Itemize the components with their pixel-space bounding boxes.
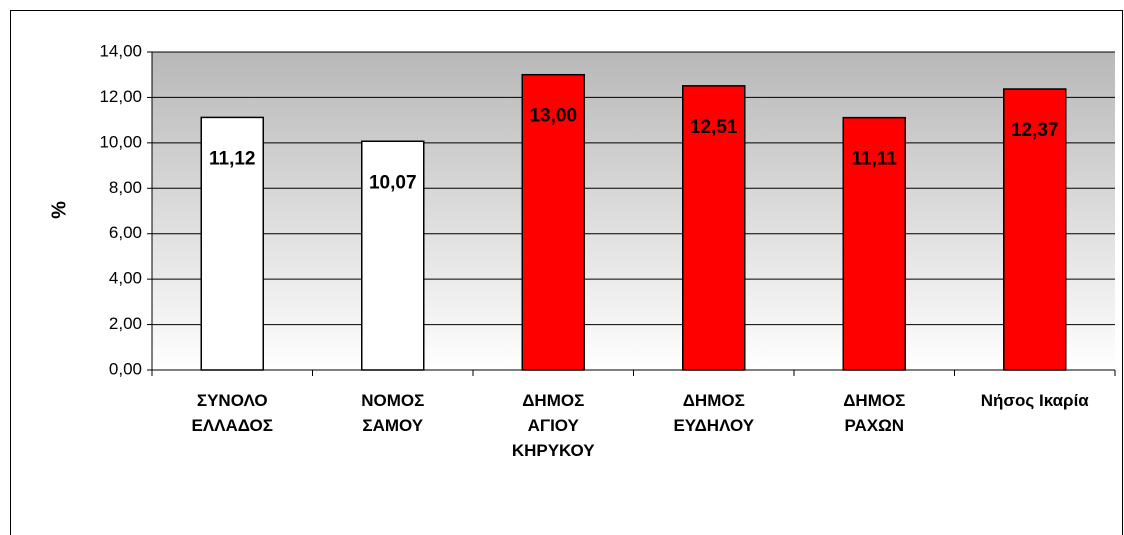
x-tick-label: ΔΗΜΟΣ ΡΑΧΩΝ — [843, 391, 906, 435]
y-tick-label: 6,00 — [109, 223, 142, 242]
chart-frame — [10, 10, 1123, 535]
y-tick-label: 0,00 — [109, 359, 142, 378]
data-label: 12,51 — [690, 117, 738, 138]
x-tick-label: Νήσος Ικαρία — [980, 391, 1089, 410]
data-label: 12,37 — [1011, 120, 1059, 141]
x-tick-label: ΣΥΝΟΛΟ ΕΛΛΑΔΟΣ — [191, 391, 273, 435]
data-label: 13,00 — [529, 106, 577, 127]
y-tick-label: 4,00 — [109, 269, 142, 288]
data-label: 10,07 — [369, 172, 417, 193]
data-label: 11,11 — [852, 149, 898, 170]
x-tick-label: ΔΗΜΟΣ ΕΥΔΗΛΟΥ — [673, 391, 755, 435]
bar — [682, 85, 746, 371]
bar — [1003, 88, 1067, 371]
data-label: 11,12 — [209, 148, 256, 169]
y-tick-label: 2,00 — [109, 314, 142, 333]
bar — [842, 116, 906, 371]
x-tick-label: ΔΗΜΟΣ ΑΓΙΟΥ ΚΗΡΥΚΟΥ — [511, 391, 595, 460]
bar — [361, 140, 425, 371]
x-tick-label: ΝΟΜΟΣ ΣΑΜΟΥ — [361, 391, 425, 435]
bar — [200, 116, 264, 371]
plot-area — [152, 52, 1115, 370]
y-tick-label: 10,00 — [99, 132, 142, 151]
y-tick-label: 8,00 — [109, 178, 142, 197]
bar — [521, 73, 585, 371]
y-axis-title: % — [48, 201, 70, 219]
y-tick-label: 14,00 — [99, 41, 142, 60]
y-tick-label: 12,00 — [99, 87, 142, 106]
